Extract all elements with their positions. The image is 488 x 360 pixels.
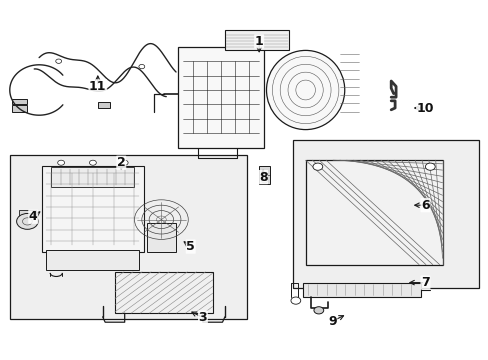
Text: 6: 6 (420, 199, 429, 212)
Ellipse shape (266, 50, 344, 130)
Circle shape (121, 160, 128, 165)
Bar (46, 250, 139, 270)
Text: 11: 11 (89, 80, 106, 93)
Bar (303, 283, 420, 297)
Bar (224, 30, 288, 50)
Bar (12, 105, 27, 112)
Bar (10, 155, 246, 319)
Text: 1: 1 (254, 35, 263, 48)
Bar (41, 166, 144, 252)
Circle shape (89, 160, 96, 165)
Text: 5: 5 (186, 240, 195, 253)
Circle shape (139, 64, 144, 69)
Bar (19, 210, 36, 217)
Text: 2: 2 (117, 156, 125, 169)
Bar (178, 47, 264, 148)
Text: 8: 8 (258, 171, 267, 184)
Text: 4: 4 (29, 210, 38, 223)
Bar (259, 166, 269, 184)
Bar (293, 140, 478, 288)
Bar (51, 167, 134, 187)
Text: 9: 9 (327, 315, 336, 328)
Circle shape (58, 160, 64, 165)
Bar (146, 223, 176, 252)
Text: 10: 10 (416, 102, 433, 114)
Bar (305, 160, 442, 265)
Circle shape (425, 163, 434, 170)
Text: 3: 3 (198, 311, 207, 324)
Circle shape (17, 213, 38, 229)
Bar (115, 272, 212, 313)
Text: 7: 7 (420, 276, 429, 289)
Circle shape (290, 297, 300, 304)
Circle shape (312, 163, 322, 170)
Bar (98, 102, 110, 108)
Circle shape (56, 59, 61, 63)
Bar (12, 99, 27, 104)
Circle shape (313, 307, 323, 314)
